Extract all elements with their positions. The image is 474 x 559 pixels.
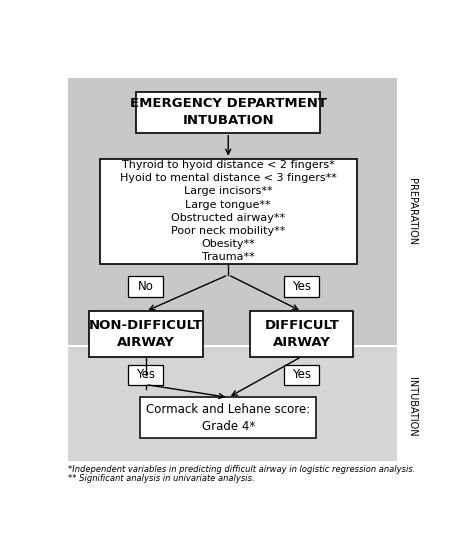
- Text: ** Significant analysis in univariate analysis.: ** Significant analysis in univariate an…: [68, 474, 255, 483]
- Bar: [68, 347, 397, 461]
- Text: Cormack and Lehane score:
Grade 4*: Cormack and Lehane score: Grade 4*: [146, 403, 310, 433]
- Bar: [68, 78, 397, 345]
- Bar: [128, 276, 163, 297]
- Bar: [284, 364, 319, 385]
- Bar: [137, 92, 320, 132]
- Text: No: No: [137, 280, 154, 293]
- Bar: [284, 276, 319, 297]
- Text: Thyroid to hyoid distance < 2 fingers*
Hyoid to mental distance < 3 fingers**
La: Thyroid to hyoid distance < 2 fingers* H…: [120, 160, 337, 263]
- Text: Yes: Yes: [136, 368, 155, 381]
- Bar: [140, 397, 316, 438]
- Bar: [89, 311, 202, 357]
- Text: PREPARATION: PREPARATION: [407, 178, 417, 245]
- Text: DIFFICULT
AIRWAY: DIFFICULT AIRWAY: [264, 319, 339, 349]
- Text: NON-DIFFICULT
AIRWAY: NON-DIFFICULT AIRWAY: [89, 319, 202, 349]
- Text: Yes: Yes: [292, 280, 311, 293]
- Text: EMERGENCY DEPARTMENT
INTUBATION: EMERGENCY DEPARTMENT INTUBATION: [130, 97, 327, 127]
- Text: INTUBATION: INTUBATION: [407, 377, 417, 437]
- Text: *Independent variables in predicting difficult airway in logistic regression ana: *Independent variables in predicting dif…: [68, 465, 416, 474]
- Bar: [100, 159, 357, 264]
- Bar: [250, 311, 353, 357]
- Text: Yes: Yes: [292, 368, 311, 381]
- Bar: [128, 364, 163, 385]
